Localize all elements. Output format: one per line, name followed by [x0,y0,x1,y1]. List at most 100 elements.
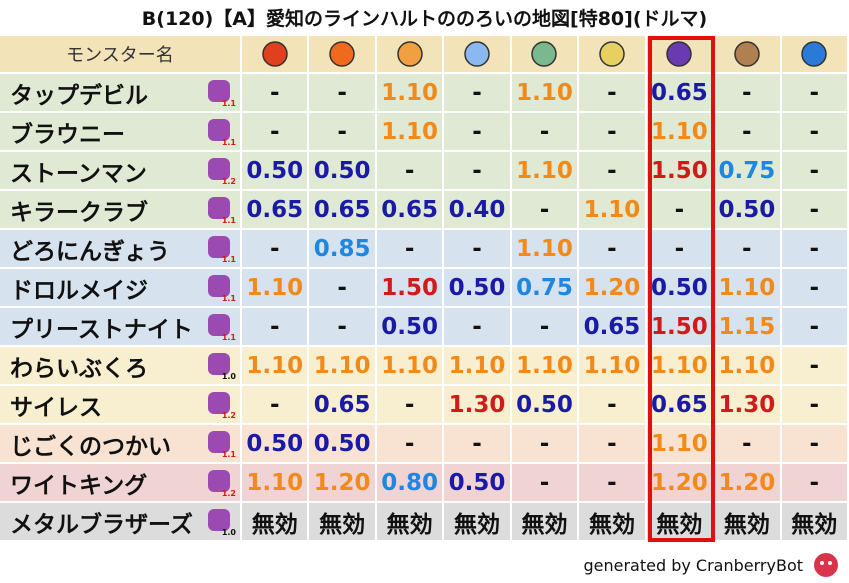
row-name: じごくのつかい 1.1 [0,425,242,464]
level-label: 1.2 [221,411,236,420]
resistance-cell: 0.65 [242,191,310,230]
resistance-cell: - [242,230,310,269]
element-icon [396,41,423,67]
level-label: 1.2 [221,489,236,498]
row-name: プリーストナイト 1.1 [0,308,242,347]
resistance-cell: 1.10 [646,113,715,152]
resistance-cell: 1.15 [714,308,782,347]
resistance-cell: 1.10 [579,347,647,386]
resistance-cell: 0.75 [714,152,782,191]
monster-icon [208,80,230,102]
resistance-cell: - [781,269,849,308]
resistance-cell: 0.40 [444,191,512,230]
resistance-cell: - [781,191,849,230]
header-icon-cell [242,36,310,74]
resistance-cell: - [309,308,377,347]
resistance-cell: 1.10 [646,347,715,386]
row-name: サイレス 1.2 [0,386,242,425]
resistance-cell: 1.50 [646,152,715,191]
resistance-cell: 0.50 [309,425,377,464]
level-label: 1.1 [221,216,236,225]
resistance-cell: - [511,464,580,503]
element-icon [599,41,625,67]
resistance-cell: - [781,113,849,152]
header-icon-cell [714,36,782,74]
resistance-cell: - [242,74,310,113]
row-name: どろにんぎょう 1.1 [0,230,242,269]
resistance-cell: 0.65 [309,191,377,230]
row-name: ドロルメイジ 1.1 [0,269,242,308]
monster-icon [208,431,230,453]
resistance-cell: - [376,386,445,425]
monster-icon [208,392,230,414]
monster-icon [208,314,230,336]
header-cell: モンスター名 [0,36,242,74]
resistance-cell: 無効 [511,503,580,542]
resistance-cell: - [579,113,647,152]
resistance-cell: - [579,152,647,191]
resistance-cell: - [579,386,647,425]
element-icon [801,41,828,67]
level-label: 1.1 [221,450,236,459]
resistance-cell: 0.65 [646,386,715,425]
resistance-cell: 1.10 [376,113,445,152]
resistance-cell: - [511,113,580,152]
resistance-cell: 0.80 [376,464,445,503]
resistance-cell: - [444,308,512,347]
resistance-cell: 1.10 [511,152,580,191]
resistance-cell: 0.50 [376,308,445,347]
row-name: キラークラブ 1.1 [0,191,242,230]
monster-icon [208,275,230,297]
resistance-cell: 1.10 [309,347,377,386]
resistance-cell: 1.10 [714,347,782,386]
resistance-cell: 1.10 [646,425,715,464]
resistance-cell: 1.10 [376,74,445,113]
resistance-cell: 0.65 [646,74,715,113]
title: B(120)【A】愛知のラインハルトののろいの地図[特80](ドルマ) [141,8,708,30]
element-icon [734,41,760,67]
element-icon [666,41,693,67]
resistance-cell: 無効 [579,503,647,542]
resistance-cell: 1.10 [511,74,580,113]
element-icon [261,41,288,67]
resistance-cell: 無効 [781,503,849,542]
monster-icon [208,236,230,258]
resistance-cell: 1.20 [309,464,377,503]
resistance-cell: - [444,425,512,464]
resistance-cell: - [242,113,310,152]
resistance-cell: - [444,113,512,152]
resistance-cell: 無効 [309,503,377,542]
level-label: 1.1 [221,138,236,147]
resistance-cell: 1.50 [646,308,715,347]
bot-icon [814,553,838,577]
monster-icon [208,509,230,531]
resistance-cell: - [579,230,647,269]
resistance-cell: 1.30 [714,386,782,425]
resistance-cell: - [714,425,782,464]
resistance-cell: 0.50 [444,464,512,503]
resistance-cell: 無効 [376,503,445,542]
resistance-cell: - [579,425,647,464]
resistance-cell: 0.65 [309,386,377,425]
level-label: 1.1 [221,99,236,108]
resistance-cell: 1.10 [242,347,310,386]
resistance-cell: - [309,269,377,308]
highlight-column [648,36,715,542]
resistance-cell: 0.50 [242,152,310,191]
resistance-cell: 無効 [714,503,782,542]
resistance-cell: - [714,113,782,152]
resistance-cell: 1.10 [242,464,310,503]
resistance-cell: - [309,113,377,152]
row-name: ブラウニー 1.1 [0,113,242,152]
resistance-cell: 1.10 [511,347,580,386]
resistance-cell: 1.10 [242,269,310,308]
resistance-cell: - [309,74,377,113]
level-label: 1.1 [221,255,236,264]
resistance-cell: 1.20 [714,464,782,503]
level-label: 1.1 [221,333,236,342]
resistance-cell: - [444,230,512,269]
header-icon-cell [781,36,849,74]
resistance-cell: - [444,152,512,191]
resistance-cell: - [376,425,445,464]
header-icon-cell [309,36,377,74]
